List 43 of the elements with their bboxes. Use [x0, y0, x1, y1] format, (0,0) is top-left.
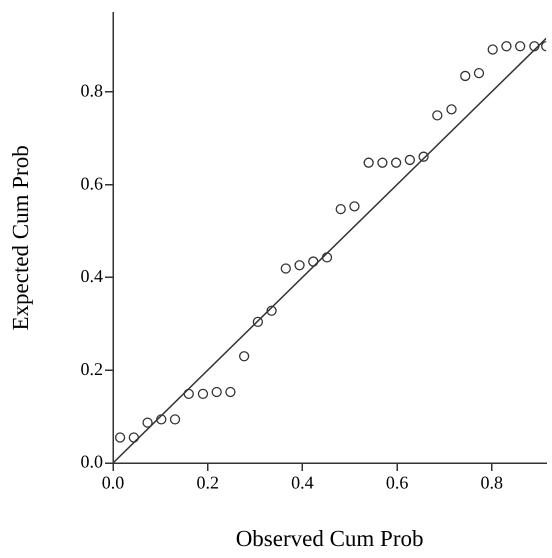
y-axis-title: Expected Cum Prob: [8, 145, 33, 331]
point: [294, 260, 305, 270]
point: [184, 388, 194, 399]
y-tick-label: 0.0: [80, 452, 103, 472]
x-tick-label: 0.6: [386, 472, 408, 493]
point: [322, 252, 332, 263]
y-tick-label: 0.2: [80, 358, 103, 379]
point: [198, 388, 208, 399]
point: [128, 432, 139, 443]
point: [529, 41, 540, 52]
point: [377, 158, 388, 168]
point: [114, 432, 126, 443]
point: [212, 386, 222, 398]
point: [238, 351, 250, 362]
point: [349, 201, 360, 212]
point: [156, 414, 166, 425]
point: [404, 154, 415, 166]
point: [170, 414, 180, 425]
point: [336, 204, 346, 214]
x-tick-label: 0.2: [196, 472, 219, 493]
point: [418, 152, 429, 162]
point: [515, 41, 526, 52]
point: [252, 316, 264, 328]
x-tick-label: 0.4: [291, 472, 314, 493]
y-tick-label: 0.4: [80, 266, 103, 286]
point: [446, 104, 457, 114]
point: [266, 306, 277, 316]
point: [280, 263, 291, 274]
point: [225, 386, 236, 398]
point: [474, 68, 484, 78]
point: [364, 158, 374, 168]
y-tick-label: 0.8: [80, 80, 103, 100]
y-tick-label: 0.6: [80, 173, 103, 194]
x-tick-label: 0.8: [480, 472, 504, 493]
x-axis-title: Observed Cum Prob: [236, 526, 424, 552]
point: [390, 158, 402, 168]
point: [142, 417, 153, 428]
point: [488, 44, 498, 55]
point: [460, 70, 470, 82]
point: [308, 256, 318, 267]
x-tick-label: 0.0: [102, 472, 124, 493]
point: [432, 110, 442, 121]
point: [501, 41, 512, 52]
